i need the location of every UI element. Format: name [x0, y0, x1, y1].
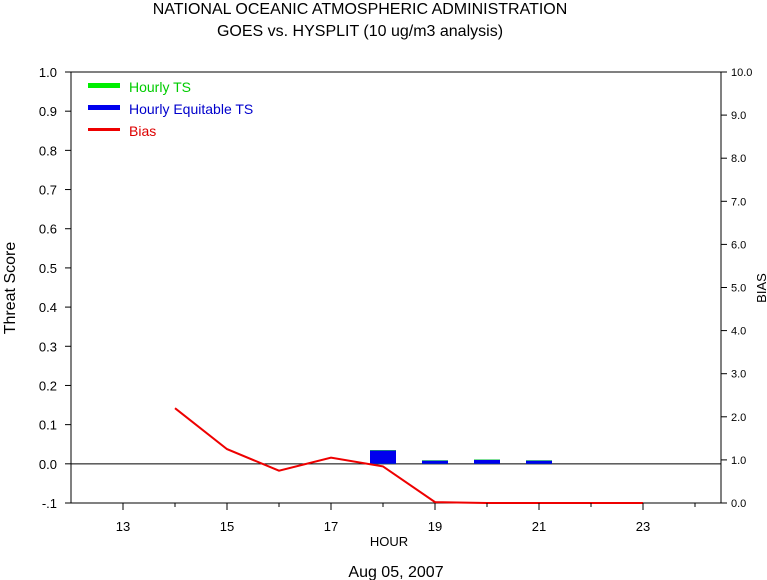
right-tick-label: 0.0	[731, 498, 746, 510]
x-axis-ticks: 13 15 17 19 21 23	[116, 503, 696, 534]
ets-bar	[422, 460, 448, 464]
legend-label-ets: Hourly Equitable TS	[129, 101, 253, 117]
right-tick-label: 1.0	[731, 455, 746, 467]
ets-bar	[474, 459, 500, 464]
left-axis-label: Threat Score	[2, 242, 19, 335]
right-tick-label: 9.0	[731, 110, 746, 122]
right-tick-label: 2.0	[731, 412, 746, 424]
ets-bar	[526, 460, 552, 464]
legend-swatch-ts	[88, 83, 120, 88]
chart-title: NATIONAL OCEANIC ATMOSPHERIC ADMINISTRAT…	[153, 1, 568, 18]
plot-frame	[70, 71, 722, 504]
left-tick-label: 0.9	[39, 104, 57, 119]
left-tick-label: 1.0	[39, 65, 57, 80]
left-tick-label: -.1	[42, 496, 57, 511]
right-tick-label: 5.0	[731, 283, 746, 295]
right-tick-label: 10.0	[731, 67, 752, 79]
legend-label-bias: Bias	[129, 123, 156, 139]
x-axis-label: HOUR	[370, 534, 408, 549]
left-tick-label: 0.5	[39, 261, 57, 276]
bias-line-group	[174, 407, 643, 504]
x-tick-label: 23	[636, 519, 650, 534]
right-tick-label: 3.0	[731, 369, 746, 381]
left-tick-label: 0.6	[39, 222, 57, 237]
bars-group	[370, 450, 552, 464]
chart-subtitle: GOES vs. HYSPLIT (10 ug/m3 analysis)	[217, 23, 503, 40]
ets-bar	[370, 450, 396, 464]
left-tick-label: 0.2	[39, 378, 57, 393]
legend-swatch-bias	[88, 128, 120, 131]
x-tick-label: 15	[220, 519, 234, 534]
left-tick-label: 0.8	[39, 143, 57, 158]
right-tick-label: 4.0	[731, 326, 746, 338]
x-tick-label: 19	[428, 519, 442, 534]
right-axis-label: BIAS	[754, 273, 767, 303]
left-axis-ticks: 1.0 0.9 0.8 0.7 0.6 0.5 0.4 0.3 0.2 0.1 0.0 -.1	[39, 65, 71, 511]
x-tick-label: 13	[116, 519, 130, 534]
left-tick-label: 0.4	[39, 300, 57, 315]
left-tick-label: 0.1	[39, 418, 57, 433]
x-tick-label: 17	[324, 519, 338, 534]
legend-label-ts: Hourly TS	[129, 79, 191, 95]
right-tick-label: 7.0	[731, 196, 746, 208]
right-tick-label: 6.0	[731, 239, 746, 251]
legend-swatch-ets	[88, 105, 120, 110]
x-tick-label: 21	[532, 519, 546, 534]
left-tick-label: 0.7	[39, 183, 57, 198]
right-tick-label: 8.0	[731, 153, 746, 165]
date-label: Aug 05, 2007	[348, 564, 443, 580]
bias-line	[174, 407, 643, 504]
legend: Hourly TS Hourly Equitable TS Bias	[88, 79, 253, 139]
left-tick-label: 0.0	[39, 457, 57, 472]
right-axis-ticks: 10.0 9.0 8.0 7.0 6.0 5.0 4.0 3.0 2.0 1.0 0.0	[721, 67, 752, 510]
left-tick-label: 0.3	[39, 339, 57, 354]
